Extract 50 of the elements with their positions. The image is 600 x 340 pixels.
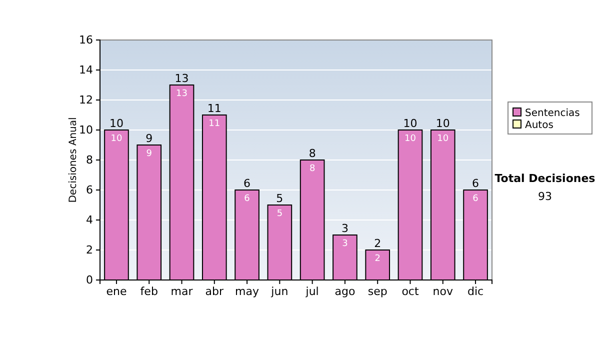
x-tick-label: sep — [368, 284, 388, 298]
x-tick-label: nov — [432, 284, 454, 298]
total-label: 11 — [207, 102, 222, 115]
x-tick-label: jul — [304, 284, 319, 298]
x-tick-label: feb — [140, 284, 158, 298]
total-label: 5 — [276, 192, 284, 205]
y-tick-label: 2 — [86, 244, 93, 257]
x-tick-label: ago — [334, 284, 356, 298]
y-tick-label: 10 — [79, 124, 93, 137]
text: 93 — [538, 190, 552, 203]
total-label: 9 — [146, 132, 153, 145]
data-label: 5 — [276, 209, 283, 219]
y-tick-label: 0 — [86, 274, 93, 287]
total-label: 10 — [403, 117, 418, 130]
y-tick-label: 14 — [79, 64, 93, 77]
total-label: 10 — [436, 117, 450, 130]
data-label: 13 — [176, 89, 188, 99]
total-label: 3 — [341, 222, 348, 235]
y-axis-title: Decisiones Anual — [68, 117, 79, 203]
data-label: 6 — [244, 194, 250, 204]
x-tick-label: dic — [467, 284, 484, 298]
y-tick-label: 12 — [79, 94, 93, 107]
x-tick-label: ene — [106, 284, 127, 298]
x-tick-label: may — [235, 284, 260, 298]
data-label: 10 — [404, 134, 416, 144]
data-label: 10 — [437, 134, 449, 144]
total-label: 2 — [374, 237, 382, 250]
x-tick-label: oct — [402, 284, 420, 298]
text: Total Decisiones — [494, 172, 596, 185]
x-tick-label: jun — [270, 284, 288, 298]
y-tick-label: 4 — [86, 214, 93, 227]
total-label: 6 — [244, 177, 251, 190]
total-label: 6 — [472, 177, 480, 190]
data-label: 6 — [472, 194, 479, 204]
legend-label: Autos — [525, 120, 554, 131]
y-tick-label: 16 — [79, 34, 93, 47]
data-label: 2 — [374, 254, 380, 264]
data-label: 10 — [110, 134, 122, 144]
y-tick-label: 6 — [86, 184, 93, 197]
y-tick-label: 8 — [86, 154, 93, 167]
data-label: 3 — [342, 239, 348, 249]
data-label: 9 — [146, 149, 152, 159]
legend-label: Sentencias — [525, 108, 580, 119]
total-label: 13 — [174, 72, 189, 85]
data-label: 11 — [208, 119, 220, 129]
data-label: 8 — [309, 164, 316, 174]
total-label: 10 — [109, 117, 124, 130]
x-tick-label: abr — [205, 284, 224, 298]
x-tick-label: mar — [170, 284, 194, 298]
total-label: 8 — [308, 147, 316, 160]
